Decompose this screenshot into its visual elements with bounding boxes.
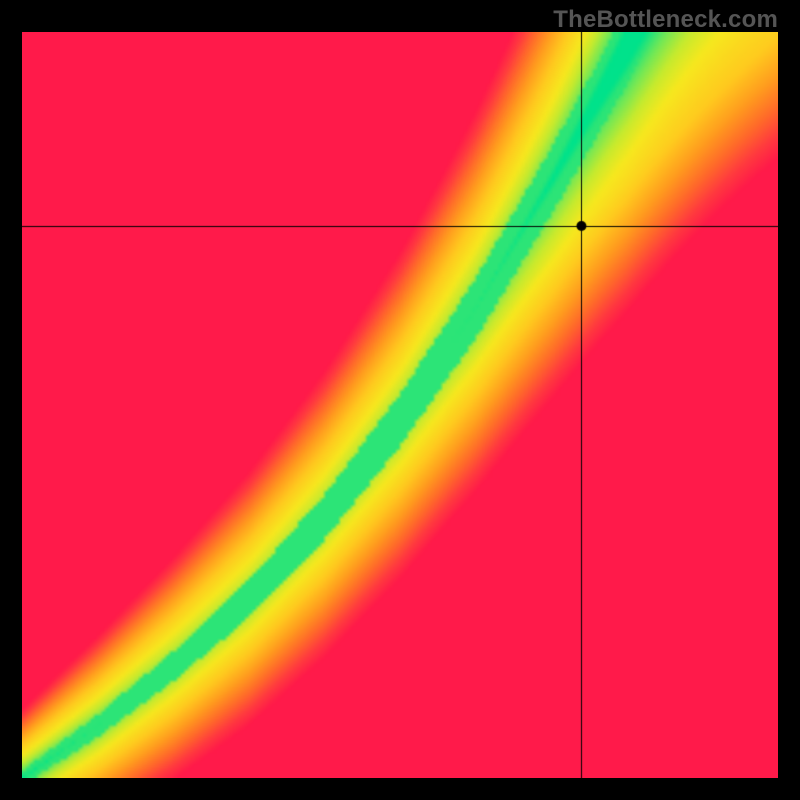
heatmap-plot-area <box>22 32 778 778</box>
watermark-text: TheBottleneck.com <box>553 6 778 34</box>
heatmap-canvas <box>22 32 778 778</box>
